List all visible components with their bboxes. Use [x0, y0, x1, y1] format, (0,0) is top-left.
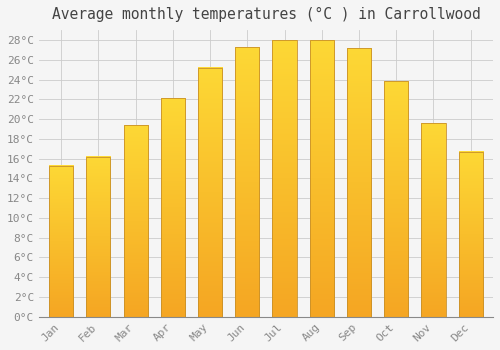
Bar	[272, 40, 296, 317]
Bar	[347, 48, 371, 317]
Title: Average monthly temperatures (°C ) in Carrollwood: Average monthly temperatures (°C ) in Ca…	[52, 7, 480, 22]
Bar	[235, 47, 260, 317]
Bar	[124, 125, 148, 317]
Bar	[49, 166, 73, 317]
Bar	[422, 123, 446, 317]
Bar	[310, 40, 334, 317]
Bar	[86, 157, 110, 317]
Bar	[198, 68, 222, 317]
Bar	[384, 82, 408, 317]
Bar	[458, 152, 483, 317]
Bar	[160, 98, 185, 317]
